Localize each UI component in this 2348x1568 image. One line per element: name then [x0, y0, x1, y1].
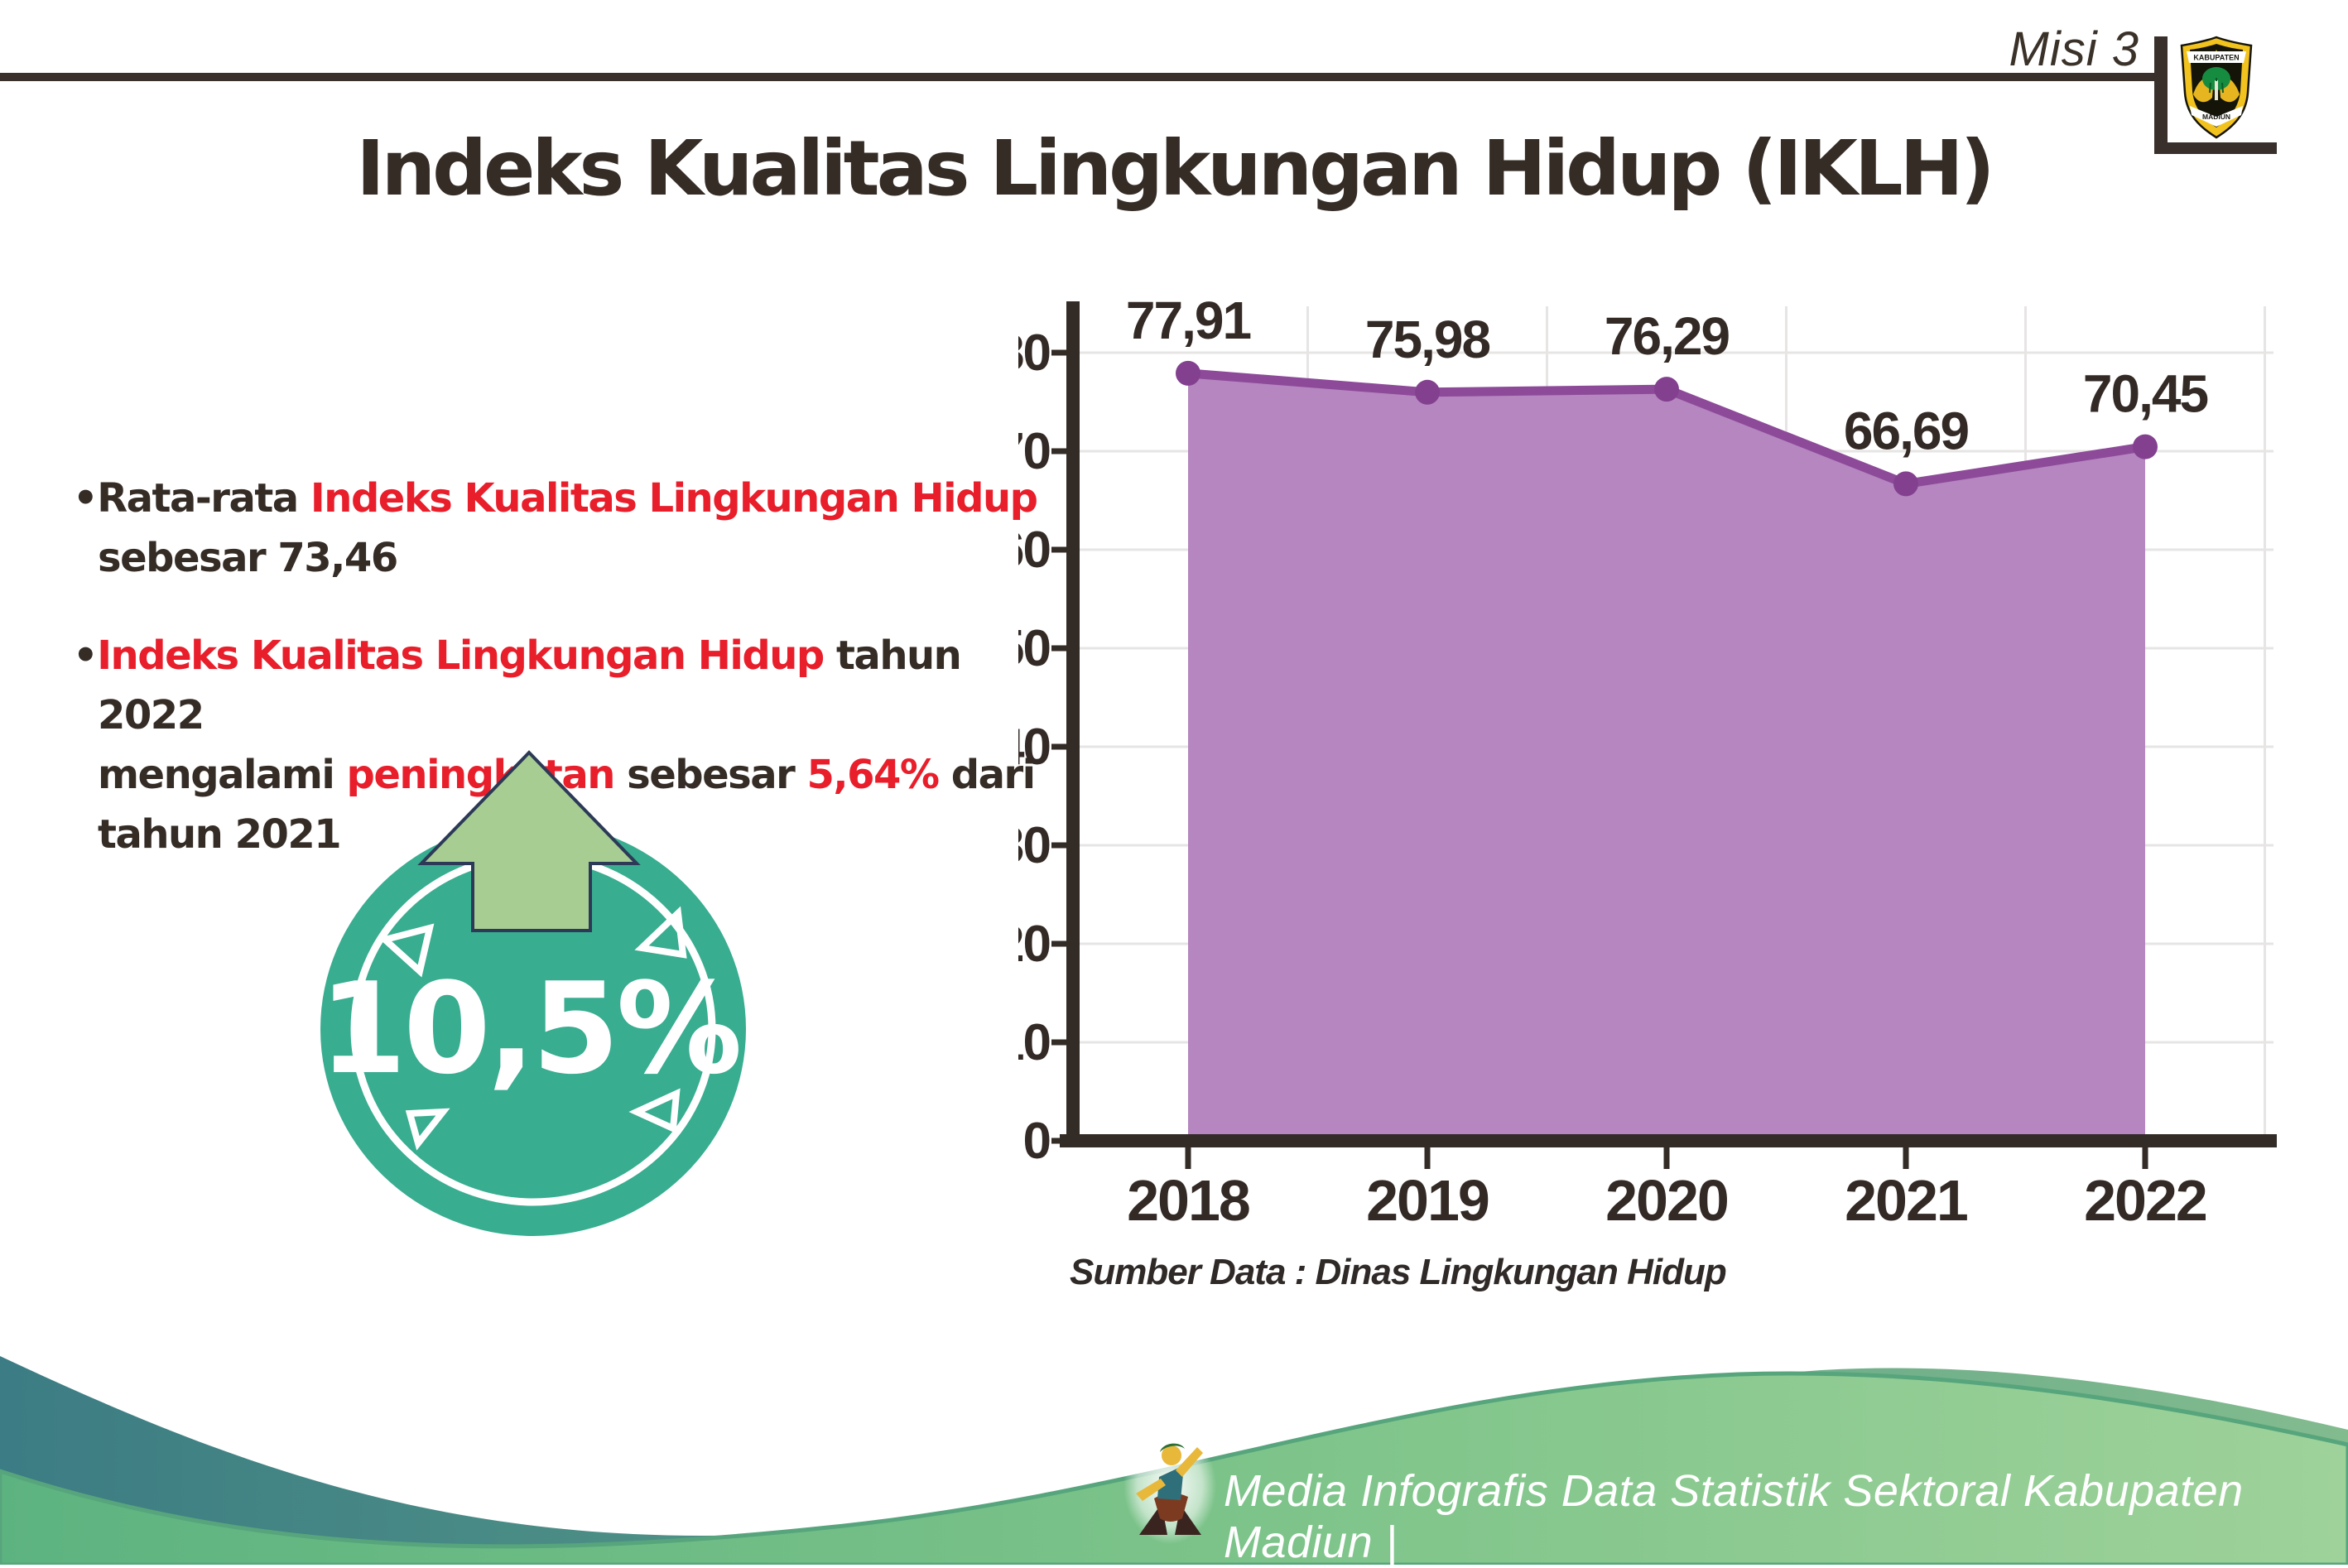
- text-segment-dark: tahun 2022: [98, 632, 962, 738]
- area-fill: [1188, 373, 2145, 1134]
- x-tick-label: 2021: [1845, 1168, 1967, 1233]
- badge-sparkle-triangles: [378, 906, 687, 1151]
- bullet-average: •Rata-rata Indeks Kualitas Lingkungan Hi…: [73, 469, 1066, 588]
- text-segment-red: Indeks Kualitas Lingkungan Hidup: [310, 475, 1038, 522]
- data-label: 75,98: [1365, 310, 1490, 369]
- summary-bullets: •Rata-rata Indeks Kualitas Lingkungan Hi…: [73, 469, 1066, 902]
- badge-value: 10,5%: [319, 955, 739, 1102]
- text-segment-dark: •: [73, 475, 99, 522]
- y-tick: [1051, 349, 1071, 356]
- iklh-area-chart: 0 10 20 30 40 50 60 70 80 2018 2019 2020 2021 2022 77,…: [1018, 291, 2277, 1233]
- y-tick-label: 70: [1018, 423, 1050, 480]
- y-axis: [1066, 301, 1080, 1147]
- x-tick: [2142, 1147, 2148, 1169]
- footer-caption: Media Infografis Data Statistik Sektoral…: [1224, 1466, 2244, 1567]
- x-tick: [1663, 1147, 1670, 1169]
- y-tick: [1051, 743, 1071, 750]
- x-tick: [1903, 1147, 1909, 1169]
- y-tick-label: 50: [1018, 620, 1050, 677]
- logo-frame-vertical: [2154, 36, 2168, 154]
- data-point: [1176, 360, 1200, 386]
- dancer-mascot-icon: [1123, 1428, 1216, 1544]
- text-segment-dark: •: [73, 632, 99, 679]
- logo-frame-horizontal: [2154, 142, 2277, 154]
- logo-top-text: KABUPATEN: [2193, 54, 2239, 62]
- data-label: 66,69: [1844, 401, 1969, 460]
- y-tick: [1051, 842, 1071, 849]
- text-segment-red: Indeks Kualitas Lingkungan Hidup: [97, 632, 825, 679]
- text-segment-dark: Rata-rata: [97, 475, 310, 522]
- data-point: [1415, 379, 1440, 405]
- y-tick: [1051, 546, 1071, 553]
- y-tick-label: 20: [1018, 916, 1050, 973]
- text-segment-dark: tahun 2021: [98, 811, 342, 858]
- page-title: Indeks Kualitas Lingkungan Hidup (IKLH): [356, 124, 1994, 213]
- x-tick: [1185, 1147, 1191, 1169]
- x-tick: [1424, 1147, 1431, 1169]
- y-tick: [1051, 940, 1071, 947]
- bullet-increase: •Indeks Kualitas Lingkungan Hidup tahun …: [73, 626, 1066, 864]
- text-segment-red: 5,64%: [806, 752, 941, 798]
- y-tick-label: 0: [1023, 1113, 1050, 1170]
- up-arrow-icon: [417, 750, 641, 932]
- text-segment-dark: sebesar 73,46: [98, 535, 398, 581]
- y-tick: [1051, 1039, 1071, 1046]
- data-label: 76,29: [1605, 306, 1730, 366]
- kabupaten-madiun-logo-icon: KABUPATEN MADIUN: [2180, 36, 2253, 139]
- y-tick-label: 80: [1018, 325, 1050, 382]
- data-point: [2133, 434, 2158, 459]
- y-tick-label: 40: [1018, 719, 1050, 776]
- text-segment-dark: mengalami: [98, 752, 347, 798]
- y-tick-label: 30: [1018, 817, 1050, 874]
- data-label: 70,45: [2083, 364, 2208, 424]
- data-point: [1654, 377, 1679, 402]
- logo-bottom-text: MADIUN: [2202, 113, 2230, 121]
- text-segment-dark: dari: [938, 752, 1036, 798]
- y-tick: [1051, 645, 1071, 652]
- x-tick-label: 2022: [2084, 1168, 2206, 1233]
- misi-label: Misi 3: [2009, 22, 2139, 76]
- header-divider: [0, 73, 2156, 81]
- x-tick-label: 2020: [1605, 1168, 1728, 1233]
- increase-badge: 10,5%: [319, 750, 746, 1236]
- chart-source-note: Sumber Data : Dinas Lingkungan Hidup: [1070, 1252, 1727, 1292]
- x-tick-label: 2019: [1366, 1168, 1489, 1233]
- data-label: 77,91: [1126, 291, 1251, 350]
- text-segment-dark: sebesar: [613, 752, 807, 798]
- text-segment-red: peningkatan: [346, 752, 616, 798]
- data-point: [1893, 471, 1918, 497]
- y-tick-label: 10: [1018, 1014, 1050, 1071]
- y-tick: [1051, 448, 1071, 455]
- y-tick: [1051, 1138, 1071, 1144]
- x-axis: [1060, 1134, 2277, 1147]
- x-tick-label: 2018: [1127, 1168, 1249, 1233]
- y-tick-label: 60: [1018, 522, 1050, 579]
